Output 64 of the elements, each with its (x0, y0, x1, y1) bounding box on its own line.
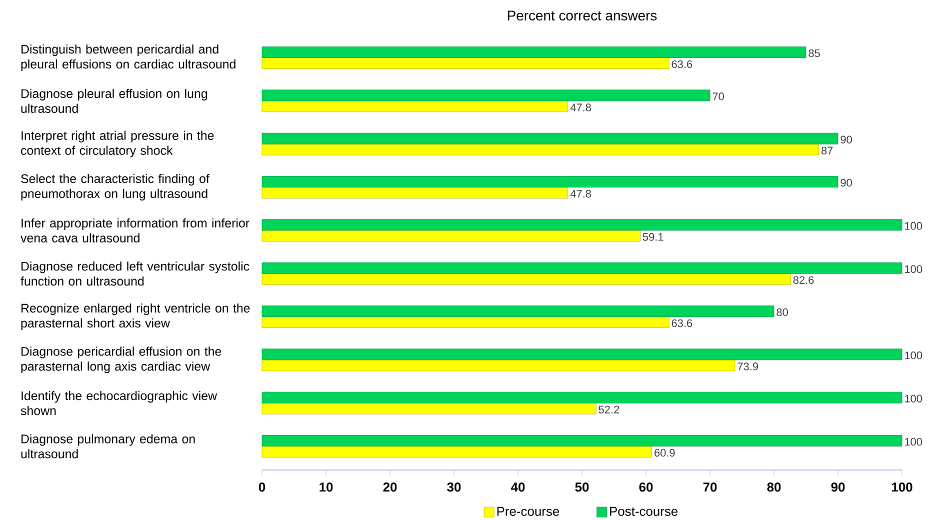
data-label: 80 (776, 308, 788, 316)
data-label: 63.6 (672, 319, 692, 328)
bar (262, 348, 902, 360)
data-label: 100 (905, 265, 922, 273)
bar (262, 273, 791, 285)
x-tick-label: 40 (511, 482, 525, 492)
bar (262, 90, 710, 102)
y-tick-label: Recognize enlarged right ventricle on the parasternal short axis view (21, 303, 250, 330)
y-tick-label: Identify the echocardiographic view shown (20, 391, 218, 416)
bar (262, 187, 568, 198)
x-tick-label: 0 (258, 482, 266, 492)
bar (262, 46, 806, 58)
x-tick-label: 10 (320, 482, 333, 492)
legend-label: Pre-course (497, 506, 560, 516)
bar (262, 230, 640, 242)
data-label: 47.8 (570, 104, 591, 112)
y-tick-label: Select the characteristic finding of pneumothorax on lung ultrasound (21, 174, 210, 201)
bar (262, 58, 670, 69)
x-tick-label: 100 (892, 482, 912, 492)
data-label: 85 (808, 49, 820, 58)
data-label: 47.8 (570, 190, 591, 198)
bar (262, 219, 902, 231)
bar (262, 262, 902, 274)
bar (262, 446, 652, 458)
legend-label: Post-course (610, 506, 678, 516)
x-tick-label: 80 (767, 482, 781, 492)
y-tick-label: Diagnose pericardial effusion on the parasternal long axis cardiac view (21, 346, 222, 374)
x-tick-label: 90 (831, 482, 845, 492)
x-tick-label: 70 (703, 482, 717, 492)
data-label: 59.1 (642, 233, 664, 241)
bar (262, 316, 670, 328)
data-label: 82.6 (793, 276, 814, 284)
bar (262, 100, 568, 112)
data-label: 100 (905, 438, 922, 446)
x-tick-label: 20 (383, 482, 397, 492)
data-label: 73.9 (738, 362, 758, 370)
data-label: 70 (712, 92, 724, 100)
bar (262, 132, 838, 144)
data-label: 60.9 (654, 448, 675, 457)
data-label: 87 (821, 146, 833, 154)
data-label: 100 (905, 222, 922, 230)
data-label: 100 (905, 394, 922, 402)
y-tick-label: Interpret right atrial pressure in the context of circulatory shock (21, 130, 214, 158)
y-tick-label: Diagnose reduced left ventricular systolic function on ultrasound (20, 262, 250, 286)
y-tick-label: Infer appropriate information from inferior vena cava ultrasound (20, 218, 250, 242)
data-label: 90 (840, 178, 852, 187)
bar (262, 306, 774, 317)
data-label: 52.2 (598, 406, 620, 414)
y-tick-label: Distinguish between pericardial and pleural effusions on cardiac ultrasound (21, 44, 236, 71)
y-tick-label: Diagnose pulmonary edema on ultrasound (21, 434, 195, 458)
y-tick-label: Diagnose pleural effusion on lung ultrasound (21, 88, 208, 113)
bar (262, 435, 902, 446)
bar (262, 392, 902, 404)
chart-title: Percent correct answers (508, 10, 657, 20)
data-label: 90 (840, 136, 852, 144)
bar (262, 176, 838, 188)
data-label: 100 (905, 352, 922, 360)
bar (262, 402, 596, 414)
data-label: 63.6 (672, 60, 692, 68)
x-tick-label: 50 (575, 482, 589, 492)
bar (262, 360, 736, 372)
x-tick-label: 30 (447, 482, 461, 492)
x-tick-label: 60 (639, 482, 653, 492)
bar (262, 144, 820, 156)
